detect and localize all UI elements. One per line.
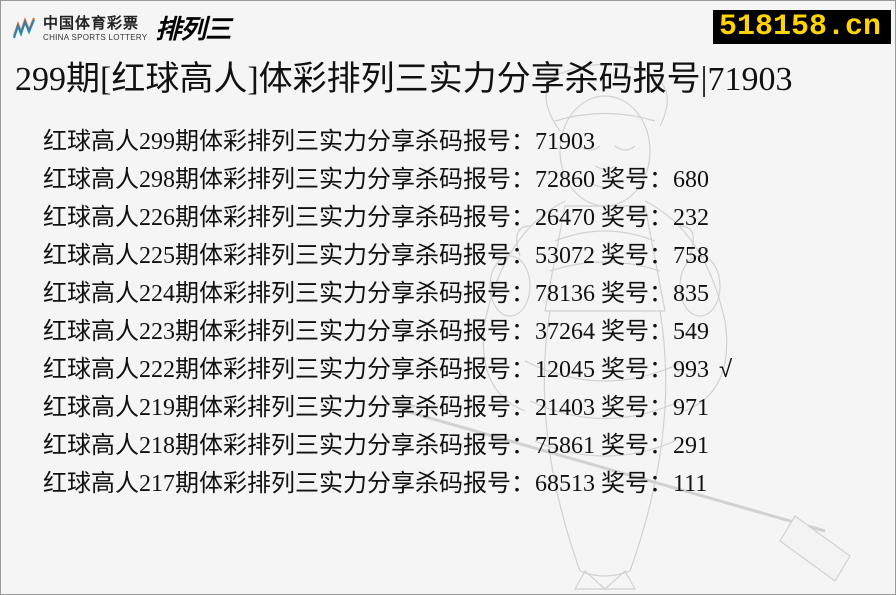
entry-row: 红球高人217期体彩排列三实力分享杀码报号：68513 奖号：111 — [43, 466, 895, 504]
entry-row: 红球高人223期体彩排列三实力分享杀码报号：37264 奖号：549 — [43, 314, 895, 352]
entry-row: 红球高人298期体彩排列三实力分享杀码报号：72860 奖号：680 — [43, 162, 895, 200]
logo-suffix: 排列三 — [155, 9, 230, 46]
entry-row: 红球高人225期体彩排列三实力分享杀码报号：53072 奖号：758 — [43, 238, 895, 276]
page-title: 299期[红球高人]体彩排列三实力分享杀码报号|71903 — [1, 45, 895, 110]
entry-row: 红球高人222期体彩排列三实力分享杀码报号：12045 奖号：993√ — [43, 351, 895, 390]
logo-text-en: CHINA SPORTS LOTTERY — [43, 33, 147, 42]
entry-row: 红球高人218期体彩排列三实力分享杀码报号：75861 奖号：291 — [43, 428, 895, 466]
lottery-logo: 中国体育彩票 CHINA SPORTS LOTTERY 排列三 — [11, 9, 230, 46]
entry-row: 红球高人219期体彩排列三实力分享杀码报号：21403 奖号：971 — [43, 390, 895, 428]
site-badge: 518158.cn — [713, 10, 891, 44]
entry-row: 红球高人226期体彩排列三实力分享杀码报号：26470 奖号：232 — [43, 200, 895, 238]
check-icon: √ — [719, 356, 732, 383]
logo-text-cn: 中国体育彩票 — [43, 12, 147, 33]
lottery-logo-icon — [11, 14, 37, 40]
entry-row: 红球高人224期体彩排列三实力分享杀码报号：78136 奖号：835 — [43, 276, 895, 314]
entry-row: 红球高人299期体彩排列三实力分享杀码报号：71903 — [43, 124, 895, 162]
entry-list: 红球高人299期体彩排列三实力分享杀码报号：71903红球高人298期体彩排列三… — [1, 110, 895, 504]
header-bar: 中国体育彩票 CHINA SPORTS LOTTERY 排列三 518158.c… — [1, 1, 895, 45]
